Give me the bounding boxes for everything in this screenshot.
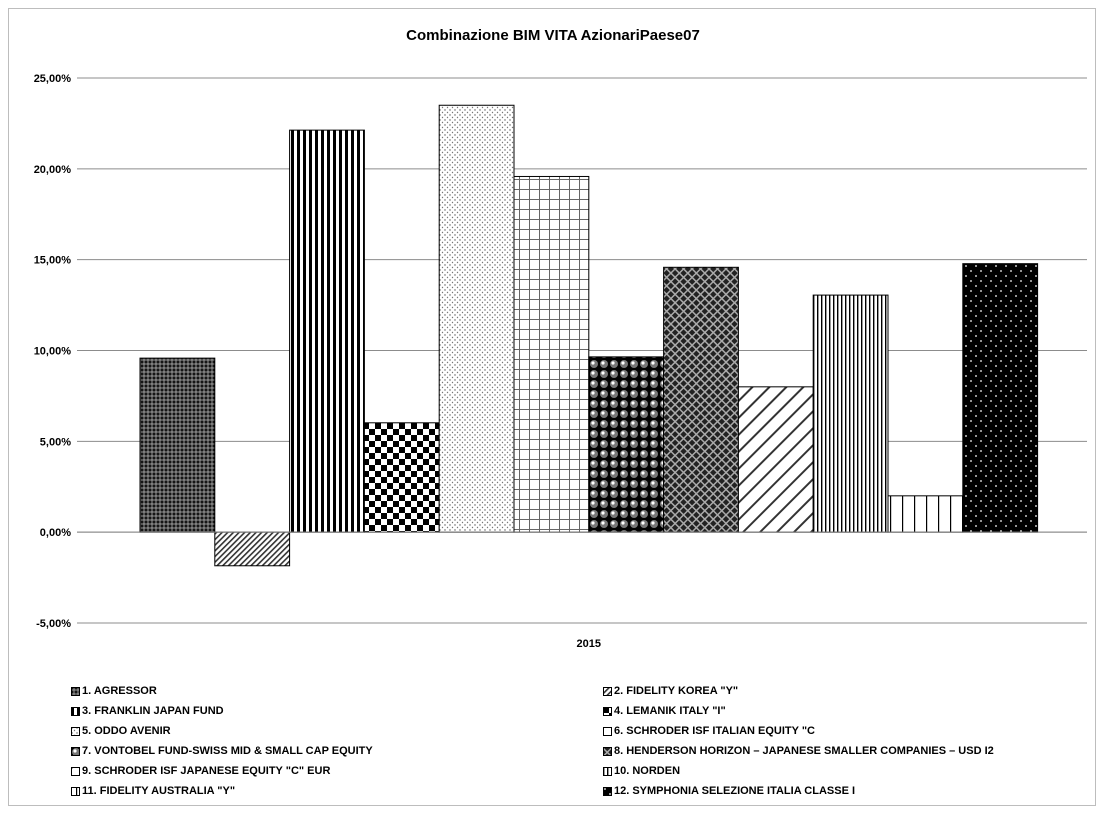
legend-item-7: 7. VONTOBEL FUND-SWISS MID & SMALL CAP E… [71, 745, 373, 757]
legend-item-11: 11. FIDELITY AUSTRALIA "Y" [71, 785, 235, 797]
bar-series-9 [737, 386, 814, 533]
bar-series-10 [812, 294, 889, 533]
legend-swatch [603, 786, 612, 796]
legend-swatch [71, 746, 80, 756]
legend-item-4: 4. LEMANIK ITALY "I" [603, 705, 726, 717]
y-tick-label: 10,00% [34, 346, 72, 358]
legend-item-8: 8. HENDERSON HORIZON – JAPANESE SMALLER … [603, 745, 994, 757]
legend-swatch [71, 766, 80, 776]
legend-label: 5. ODDO AVENIR [82, 725, 171, 737]
bar-series-12 [962, 263, 1039, 533]
legend-label: 6. SCHRODER ISF ITALIAN EQUITY "C [614, 725, 815, 737]
legend-swatch [603, 766, 612, 776]
bars [139, 104, 1039, 567]
bar-series-6 [513, 175, 590, 533]
legend-item-12: 12. SYMPHONIA SELEZIONE ITALIA CLASSE I [603, 785, 855, 797]
y-tick-label: 20,00% [34, 164, 72, 176]
legend-label: 3. FRANKLIN JAPAN FUND [82, 705, 224, 717]
legend-swatch [603, 726, 612, 736]
legend-label: 12. SYMPHONIA SELEZIONE ITALIA CLASSE I [614, 785, 856, 797]
y-tick-label: -5,00% [36, 618, 71, 630]
legend-label: 10. NORDEN [614, 765, 681, 777]
legend-label: 2. FIDELITY KOREA "Y" [614, 685, 739, 697]
legend-swatch [71, 686, 80, 696]
bar-series-11 [887, 495, 964, 533]
bar-series-4 [363, 422, 440, 533]
y-tick-label: 5,00% [40, 436, 71, 448]
legend-item-5: 5. ODDO AVENIR [71, 725, 171, 737]
bar-series-5 [438, 104, 515, 533]
legend-item-6: 6. SCHRODER ISF ITALIAN EQUITY "C [603, 725, 815, 737]
legend-item-1: 1. AGRESSOR [71, 685, 157, 697]
legend-label: 11. FIDELITY AUSTRALIA "Y" [82, 785, 236, 797]
legend-swatch [603, 706, 612, 716]
legend-label: 8. HENDERSON HORIZON – JAPANESE SMALLER … [614, 745, 994, 757]
y-axis-ticks: 25,00% 20,00% 15,00% 10,00% 5,00% 0,00% -5,00% [34, 73, 72, 630]
legend-label: 9. SCHRODER ISF JAPANESE EQUITY "C" EUR [82, 765, 331, 777]
chart-frame: Combinazione BIM VITA AzionariPaese07 25… [8, 8, 1096, 806]
legend-swatch [71, 706, 80, 716]
bar-series-3 [289, 129, 365, 533]
bar-series-7 [588, 356, 665, 533]
legend-swatch [71, 726, 80, 736]
legend-swatch [71, 786, 80, 796]
legend-label: 7. VONTOBEL FUND-SWISS MID & SMALL CAP E… [82, 745, 373, 757]
y-tick-label: 25,00% [34, 73, 72, 85]
legend-swatch [603, 686, 612, 696]
bar-series-2 [214, 531, 291, 567]
legend-label: 4. LEMANIK ITALY "I" [614, 705, 726, 717]
legend-item-2: 2. FIDELITY KOREA "Y" [603, 685, 738, 697]
chart-title: Combinazione BIM VITA AzionariPaese07 [406, 27, 700, 44]
x-category-label: 2015 [577, 638, 601, 650]
legend-item-3: 3. FRANKLIN JAPAN FUND [71, 705, 224, 717]
legend-item-9: 9. SCHRODER ISF JAPANESE EQUITY "C" EUR [71, 765, 330, 777]
y-tick-label: 0,00% [40, 527, 71, 539]
legend-item-10: 10. NORDEN [603, 765, 680, 777]
bar-series-8 [663, 266, 739, 533]
bar-chart: Combinazione BIM VITA AzionariPaese07 25… [34, 27, 1087, 650]
bar-series-1 [139, 357, 216, 533]
y-tick-label: 15,00% [34, 255, 72, 267]
legend-label: 1. AGRESSOR [82, 685, 157, 697]
legend-swatch [603, 746, 612, 756]
